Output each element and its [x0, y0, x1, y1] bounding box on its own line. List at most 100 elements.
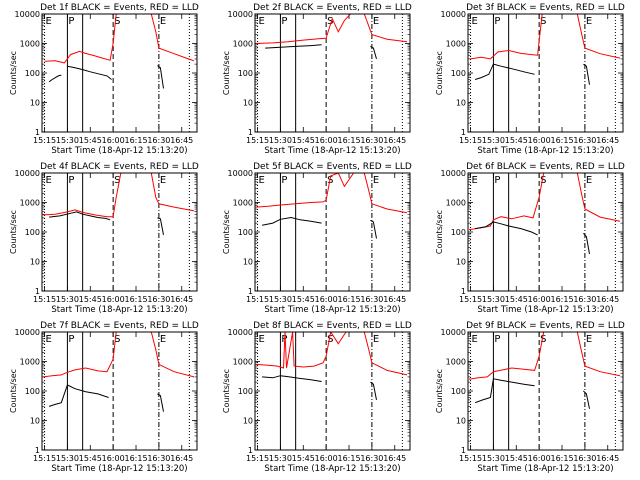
panel-det8: Det 8f BLACK = Events, RED = LLD 1 10 100 10… — [222, 321, 412, 474]
y-tick-label: 10000 — [228, 169, 253, 178]
y-tick-label: 100 — [25, 228, 40, 237]
series-line-events — [48, 384, 164, 412]
panel-det9: Det 9f BLACK = Events, RED = LLD 1 10 100 10… — [435, 321, 625, 474]
event-marker-label: E — [160, 16, 166, 27]
plot-frame — [254, 172, 411, 292]
event-marker-label: E — [160, 334, 166, 345]
y-tick-label: 100 — [25, 387, 40, 396]
event-marker-label: S — [114, 334, 120, 345]
y-tick-label: 1 — [461, 287, 466, 296]
y-tick-label: 1 — [35, 287, 40, 296]
y-tick-label: 10000 — [441, 10, 466, 19]
event-marker-label: E — [373, 175, 379, 186]
panel-title: Det 3f BLACK = Events, RED = LLD — [466, 3, 625, 13]
event-marker-label: E — [373, 334, 379, 345]
plot-frame — [467, 13, 624, 133]
y-tick-label: 100 — [238, 228, 253, 237]
x-axis-label: Start Time (18-Apr-12 15:13:20) — [477, 464, 613, 474]
event-marker-label: E — [472, 16, 478, 27]
event-marker-label: P — [494, 334, 500, 345]
x-tick-label: 15:30 — [56, 454, 79, 463]
panel-title: Det 8f BLACK = Events, RED = LLD — [253, 321, 412, 331]
event-marker-label: P — [281, 175, 287, 186]
series-line-events — [49, 211, 164, 235]
x-tick-label: 16:15 — [550, 454, 573, 463]
event-marker-label: P — [494, 175, 500, 186]
y-tick-label: 100 — [238, 387, 253, 396]
event-marker-label: P — [68, 175, 74, 186]
x-tick-label: 16:00 — [315, 454, 338, 463]
x-tick-label: 16:45 — [383, 295, 406, 304]
x-tick-label: 15:45 — [292, 454, 315, 463]
x-tick-label: 16:30 — [147, 454, 170, 463]
event-marker-label: E — [586, 175, 592, 186]
y-tick-label: 100 — [451, 228, 466, 237]
plot-frame — [467, 172, 624, 292]
event-marker-label: P — [494, 16, 500, 27]
y-axis-label: Counts/sec — [9, 51, 18, 95]
panel-title: Det 2f BLACK = Events, RED = LLD — [253, 3, 412, 13]
x-tick-label: 16:15 — [550, 136, 573, 145]
x-tick-label: 15:45 — [79, 295, 102, 304]
x-axis-label: Start Time (18-Apr-12 15:13:20) — [264, 305, 400, 315]
panel-title: Det 9f BLACK = Events, RED = LLD — [466, 321, 625, 331]
event-marker-label: E — [472, 334, 478, 345]
x-tick-label: 16:45 — [596, 454, 619, 463]
x-tick-label: 16:15 — [337, 295, 360, 304]
plot-frame — [467, 331, 624, 451]
y-tick-label: 10 — [243, 417, 253, 426]
event-marker-label: S — [114, 16, 120, 27]
x-tick-label: 16:30 — [573, 136, 596, 145]
y-tick-label: 1 — [248, 446, 253, 455]
x-axis-label: Start Time (18-Apr-12 15:13:20) — [477, 305, 613, 315]
y-axis-label: Counts/sec — [9, 210, 18, 254]
x-tick-label: 15:15 — [246, 295, 269, 304]
series-line-lld — [42, 332, 195, 378]
series-line-lld — [255, 14, 408, 44]
y-axis-label: Counts/sec — [435, 51, 444, 95]
series-line-events — [262, 216, 377, 239]
y-axis-label: Counts/sec — [222, 369, 231, 413]
x-tick-label: 15:30 — [482, 136, 505, 145]
plot-frame — [41, 331, 198, 451]
x-tick-label: 15:15 — [459, 136, 482, 145]
x-axis-label: Start Time (18-Apr-12 15:13:20) — [51, 464, 187, 474]
x-tick-label: 15:30 — [56, 136, 79, 145]
x-tick-label: 16:45 — [383, 136, 406, 145]
y-tick-label: 1000 — [20, 40, 40, 49]
y-tick-label: 100 — [25, 69, 40, 78]
x-tick-label: 16:15 — [124, 295, 147, 304]
x-tick-label: 15:45 — [292, 295, 315, 304]
x-tick-label: 16:45 — [170, 295, 193, 304]
x-tick-label: 16:45 — [170, 454, 193, 463]
x-tick-label: 15:30 — [269, 295, 292, 304]
event-marker-label: P — [68, 334, 74, 345]
plot-frame — [41, 172, 198, 292]
event-marker-label: E — [259, 175, 265, 186]
event-marker-label: E — [46, 16, 52, 27]
y-tick-label: 1000 — [20, 358, 40, 367]
series-line-lld — [468, 332, 621, 380]
x-axis-label: Start Time (18-Apr-12 15:13:20) — [264, 146, 400, 156]
series-line-lld — [255, 332, 408, 376]
panel-title: Det 6f BLACK = Events, RED = LLD — [466, 162, 625, 172]
y-tick-label: 10 — [243, 99, 253, 108]
x-tick-label: 15:45 — [79, 454, 102, 463]
x-tick-label: 16:00 — [102, 136, 125, 145]
x-tick-label: 15:15 — [33, 295, 56, 304]
panel-det7: Det 7f BLACK = Events, RED = LLD 1 10 100 10… — [9, 321, 199, 474]
event-marker-label: P — [281, 16, 287, 27]
event-marker-label: S — [540, 175, 546, 186]
y-tick-label: 100 — [238, 69, 253, 78]
series-line-lld — [468, 173, 621, 231]
x-axis-label: Start Time (18-Apr-12 15:13:20) — [264, 464, 400, 474]
panel-det1: Det 1f BLACK = Events, RED = LLD 1 10 100 10… — [9, 3, 199, 156]
x-axis-label: Start Time (18-Apr-12 15:13:20) — [51, 146, 187, 156]
panel-title: Det 7f BLACK = Events, RED = LLD — [40, 321, 199, 331]
y-tick-label: 1000 — [233, 358, 253, 367]
y-tick-label: 10000 — [228, 10, 253, 19]
